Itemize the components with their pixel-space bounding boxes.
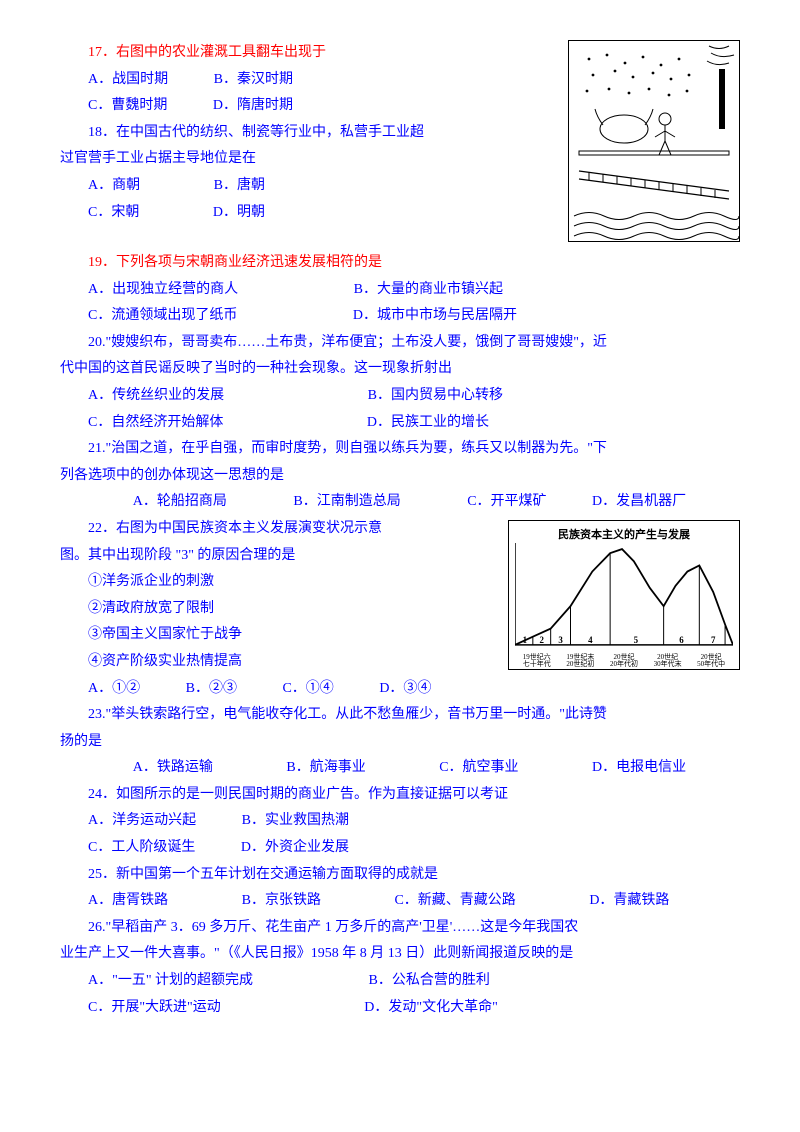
q25-opt-c: C．新藏、青藏公路 xyxy=(394,893,515,908)
q17-opt-b: B．秦汉时期 xyxy=(214,72,293,87)
q26-opt-c: C．开展"大跃进"运动 xyxy=(88,1000,221,1015)
q17-opt-d: D．隋唐时期 xyxy=(213,98,293,113)
q20-stem-2: 代中国的这首民谣反映了当时的一种社会现象。这一现象折射出 xyxy=(60,356,740,383)
q19-opt-d: D．城市中市场与民居隔开 xyxy=(353,308,517,323)
q23-stem-2: 扬的是 xyxy=(60,729,740,756)
svg-text:5: 5 xyxy=(634,635,639,645)
q19-opt-b: B．大量的商业市镇兴起 xyxy=(354,282,503,297)
xlabel-3: 20世纪30年代末 xyxy=(646,654,690,669)
q25-options: A．唐胥铁路 B．京张铁路 C．新藏、青藏公路 D．青藏铁路 xyxy=(60,888,740,915)
q20-options-row2: C．自然经济开始解体 D．民族工业的增长 xyxy=(60,410,740,437)
q21-opt-d: D．发昌机器厂 xyxy=(592,494,686,509)
q24-options-row2: C．工人阶级诞生 D．外资企业发展 xyxy=(60,835,740,862)
q22-opt-c: C．①④ xyxy=(282,681,333,696)
chart-xlabels: 19世纪六七十年代 19世纪末20世纪初 20世纪20年代初 20世纪30年代末… xyxy=(515,654,733,669)
q21-stem-1: 21."治国之道，在乎自强，而审时度势，则自强以练兵为要，练兵又以制器为先。"下 xyxy=(60,436,740,463)
q22-options: A．①② B．②③ C．①④ D．③④ xyxy=(60,676,740,703)
svg-text:6: 6 xyxy=(679,635,684,645)
svg-text:7: 7 xyxy=(711,635,716,645)
q22-opt-b: B．②③ xyxy=(186,681,237,696)
q20-opt-b: B．国内贸易中心转移 xyxy=(368,388,503,403)
q25-stem: 25．新中国第一个五年计划在交通运输方面取得的成就是 xyxy=(60,862,740,889)
q26-opt-b: B．公私合营的胜利 xyxy=(369,973,490,988)
q18-opt-b: B．唐朝 xyxy=(214,178,265,193)
q20-opt-c: C．自然经济开始解体 xyxy=(88,415,223,430)
q26-options-row1: A．"一五" 计划的超额完成 B．公私合营的胜利 xyxy=(60,968,740,995)
q20-options-row1: A．传统丝织业的发展 B．国内贸易中心转移 xyxy=(60,383,740,410)
q21-options: A．轮船招商局 B．江南制造总局 C．开平煤矿 D．发昌机器厂 xyxy=(60,489,740,516)
q19-options-row1: A．出现独立经营的商人 B．大量的商业市镇兴起 xyxy=(60,277,740,304)
q19-opt-c: C．流通领域出现了纸币 xyxy=(88,308,237,323)
xlabel-4: 20世纪50年代中 xyxy=(689,654,733,669)
svg-text:4: 4 xyxy=(588,635,593,645)
q25-opt-a: A．唐胥铁路 xyxy=(88,893,168,908)
q18-opt-a: A．商朝 xyxy=(88,178,140,193)
q21-opt-a: A．轮船招商局 xyxy=(133,494,227,509)
q26-options-row2: C．开展"大跃进"运动 D．发动"文化大革命" xyxy=(60,995,740,1022)
q25-opt-d: D．青藏铁路 xyxy=(589,893,669,908)
svg-text:1: 1 xyxy=(523,635,528,645)
q20-opt-a: A．传统丝织业的发展 xyxy=(88,388,224,403)
q19-stem: 19．下列各项与宋朝商业经济迅速发展相符的是 xyxy=(60,250,740,277)
q17-opt-a: A．战国时期 xyxy=(88,72,168,87)
xlabel-1: 19世纪末20世纪初 xyxy=(559,654,603,669)
q26-stem-2: 业生产上又一件大喜事。"（《人民日报》1958 年 8 月 13 日）此则新闻报… xyxy=(60,941,740,968)
svg-text:2: 2 xyxy=(540,635,545,645)
q23-opt-d: D．电报电信业 xyxy=(592,760,686,775)
q23-opt-b: B．航海事业 xyxy=(286,760,365,775)
q17-opt-c: C．曹魏时期 xyxy=(88,98,167,113)
q26-opt-a: A．"一五" 计划的超额完成 xyxy=(88,973,253,988)
q24-stem: 24．如图所示的是一则民国时期的商业广告。作为直接证据可以考证 xyxy=(60,782,740,809)
q22-opt-d: D．③④ xyxy=(379,681,431,696)
q23-opt-c: C．航空事业 xyxy=(439,760,518,775)
q19-options-row2: C．流通领域出现了纸币 D．城市中市场与民居隔开 xyxy=(60,303,740,330)
q18-opt-c: C．宋朝 xyxy=(88,205,139,220)
q22-opt-a: A．①② xyxy=(88,681,140,696)
q24-opt-a: A．洋务运动兴起 xyxy=(88,813,196,828)
q20-stem-1: 20."嫂嫂织布，哥哥卖布……土布贵，洋布便宜；土布没人要，饿倒了哥哥嫂嫂"，近 xyxy=(60,330,740,357)
q20-opt-d: D．民族工业的增长 xyxy=(367,415,489,430)
q18-opt-d: D．明朝 xyxy=(213,205,265,220)
q23-opt-a: A．铁路运输 xyxy=(133,760,213,775)
q24-options-row1: A．洋务运动兴起 B．实业救国热潮 xyxy=(60,808,740,835)
q25-opt-b: B．京张铁路 xyxy=(242,893,321,908)
q21-stem-2: 列各选项中的创办体现这一思想的是 xyxy=(60,463,740,490)
q24-opt-c: C．工人阶级诞生 xyxy=(88,840,195,855)
q26-stem-1: 26."早稻亩产 3．69 多万斤、花生亩产 1 万多斤的高产'卫星'……这是今… xyxy=(60,915,740,942)
q19-opt-a: A．出现独立经营的商人 xyxy=(88,282,238,297)
q24-opt-d: D．外资企业发展 xyxy=(241,840,349,855)
xlabel-2: 20世纪20年代初 xyxy=(602,654,646,669)
q23-stem-1: 23."举头铁索路行空，电气能收夺化工。从此不愁鱼雁少，音书万里一时通。"此诗赞 xyxy=(60,702,740,729)
q21-opt-b: B．江南制造总局 xyxy=(293,494,400,509)
capitalism-chart: 民族资本主义的产生与发展 1 2 3 xyxy=(508,520,740,670)
svg-text:3: 3 xyxy=(558,635,563,645)
fancha-figure xyxy=(568,40,740,242)
q26-opt-d: D．发动"文化大革命" xyxy=(364,1000,498,1015)
xlabel-0: 19世纪六七十年代 xyxy=(515,654,559,669)
q21-opt-c: C．开平煤矿 xyxy=(467,494,546,509)
q23-options: A．铁路运输 B．航海事业 C．航空事业 D．电报电信业 xyxy=(60,755,740,782)
q24-opt-b: B．实业救国热潮 xyxy=(242,813,349,828)
